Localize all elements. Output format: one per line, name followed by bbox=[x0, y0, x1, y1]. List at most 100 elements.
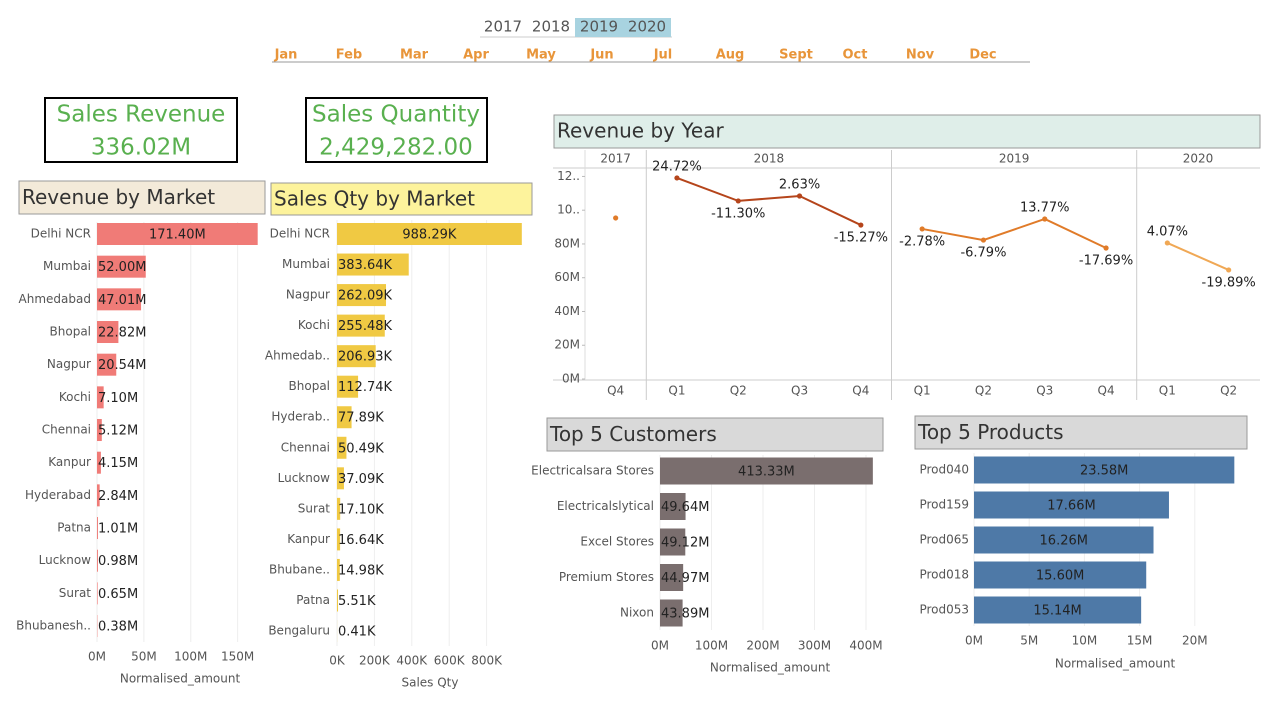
kpi-card bbox=[44, 97, 238, 163]
bar bbox=[337, 314, 385, 337]
bar bbox=[660, 599, 683, 627]
x-axis-title: Sales Qty bbox=[401, 676, 458, 690]
kpi-value: 336.02M bbox=[91, 135, 191, 161]
bar bbox=[974, 491, 1169, 519]
bar bbox=[974, 596, 1142, 624]
x-axis-title: Normalised_amount bbox=[120, 672, 241, 686]
month-filter[interactable]: Jul bbox=[653, 48, 673, 63]
x-tick-label: 10M bbox=[1072, 634, 1098, 648]
x-tick-label: 150M bbox=[221, 650, 254, 664]
x-axis-title: Normalised_amount bbox=[1055, 657, 1176, 671]
value-label: 50.49K bbox=[338, 441, 384, 456]
value-label: 1.01M bbox=[98, 522, 138, 537]
value-label: 49.12M bbox=[661, 536, 709, 551]
month-filter[interactable]: Nov bbox=[906, 48, 935, 63]
point bbox=[735, 198, 741, 204]
x-tick-label: Q2 bbox=[975, 384, 992, 398]
chart-title: Top 5 Products bbox=[917, 420, 1064, 444]
month-filter[interactable]: Feb bbox=[336, 48, 362, 63]
month-filter[interactable]: May bbox=[526, 48, 556, 63]
x-axis-title: Normalised_amount bbox=[710, 661, 831, 675]
point-label: -19.89% bbox=[1202, 275, 1256, 290]
year-filter[interactable]: 2019 bbox=[580, 18, 618, 36]
y-tick-label: 0M bbox=[562, 372, 580, 386]
x-tick-label: 200K bbox=[359, 654, 391, 668]
point bbox=[858, 222, 864, 228]
title-box bbox=[18, 180, 266, 215]
year-selected-bg bbox=[623, 18, 671, 37]
value-label: 22.82M bbox=[98, 326, 146, 341]
month-filter[interactable]: Jan bbox=[274, 48, 298, 63]
kpi-value: 2,429,282.00 bbox=[319, 135, 473, 161]
chart-title: Top 5 Customers bbox=[549, 422, 717, 446]
value-label: 0.65M bbox=[98, 587, 138, 602]
value-label: 262.09K bbox=[338, 289, 392, 304]
bar bbox=[97, 223, 258, 245]
point-label: 13.77% bbox=[1020, 200, 1070, 215]
category-label: Prod040 bbox=[919, 463, 969, 477]
value-label: 988.29K bbox=[402, 228, 456, 243]
x-tick-label: Q4 bbox=[852, 384, 869, 398]
chart-title: Revenue by Market bbox=[22, 185, 215, 209]
category-label: Prod065 bbox=[919, 533, 969, 547]
year-filter[interactable]: 2017 bbox=[484, 18, 522, 36]
bar bbox=[97, 484, 100, 507]
point bbox=[1042, 216, 1048, 222]
category-label: Ahmedab.. bbox=[265, 349, 330, 363]
value-label: 383.64K bbox=[338, 258, 392, 273]
value-label: 4.15M bbox=[98, 456, 138, 471]
category-label: Electricalslytical bbox=[557, 499, 654, 513]
category-label: Surat bbox=[59, 586, 92, 600]
year-filter[interactable]: 2020 bbox=[628, 18, 666, 36]
year-filter[interactable]: 2018 bbox=[532, 18, 570, 36]
category-label: Surat bbox=[298, 501, 331, 515]
bar bbox=[97, 517, 98, 540]
kpi-card bbox=[305, 97, 488, 163]
bar bbox=[337, 589, 339, 612]
point bbox=[919, 226, 925, 232]
category-label: Lucknow bbox=[39, 553, 92, 567]
point-label: -6.79% bbox=[960, 246, 1006, 261]
x-tick-label: Q4 bbox=[607, 384, 624, 398]
point bbox=[980, 237, 987, 243]
value-label: 15.14M bbox=[1033, 604, 1081, 619]
point-label: 4.07% bbox=[1147, 224, 1188, 239]
value-label: 37.09K bbox=[338, 472, 384, 487]
month-filter[interactable]: Jun bbox=[589, 48, 613, 63]
month-filter[interactable]: Dec bbox=[969, 48, 996, 63]
category-label: Prod053 bbox=[919, 603, 969, 617]
month-filter[interactable]: Oct bbox=[843, 48, 868, 63]
category-label: Hyderab.. bbox=[271, 410, 330, 424]
x-tick-label: 0M bbox=[965, 634, 983, 648]
category-label: Bhopal bbox=[50, 325, 91, 339]
x-tick-label: 0K bbox=[329, 654, 346, 668]
bar bbox=[97, 288, 142, 311]
point-label: -11.30% bbox=[711, 206, 765, 221]
point bbox=[796, 193, 803, 199]
bar bbox=[974, 456, 1235, 484]
y-tick-label: 60M bbox=[554, 270, 580, 284]
line bbox=[1166, 242, 1230, 271]
x-tick-label: 100M bbox=[695, 639, 728, 653]
title-box bbox=[546, 417, 884, 452]
point-label: -15.27% bbox=[834, 231, 888, 246]
value-label: 255.48K bbox=[338, 319, 392, 334]
month-filter[interactable]: Mar bbox=[400, 48, 429, 63]
bar bbox=[97, 419, 102, 442]
x-tick-label: 0M bbox=[651, 639, 669, 653]
bar bbox=[97, 321, 119, 344]
category-label: Chennai bbox=[42, 423, 91, 437]
category-label: Electricalsara Stores bbox=[531, 464, 654, 478]
month-filter[interactable]: Aug bbox=[716, 48, 745, 63]
month-filter[interactable]: Apr bbox=[463, 48, 489, 63]
value-label: 5.12M bbox=[98, 424, 138, 439]
bar bbox=[337, 375, 359, 398]
bar bbox=[660, 528, 686, 556]
x-tick-label: 600K bbox=[434, 654, 466, 668]
x-tick-label: Q2 bbox=[730, 384, 747, 398]
year-header: 2018 bbox=[754, 152, 785, 166]
month-filter[interactable]: Sept bbox=[779, 48, 813, 63]
value-label: 77.89K bbox=[338, 411, 384, 426]
x-tick-label: 100M bbox=[174, 650, 207, 664]
bar bbox=[97, 451, 101, 474]
